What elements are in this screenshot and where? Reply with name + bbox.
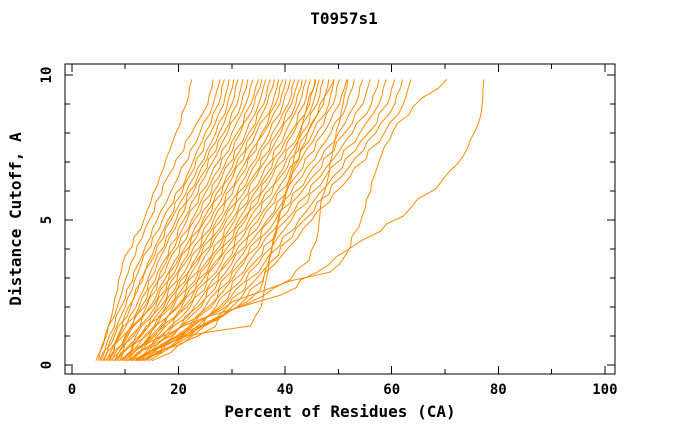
model-line [100,79,221,361]
model-line [130,79,485,357]
series-layer [95,79,485,362]
x-tick-label: 80 [490,382,507,398]
model-line [138,79,317,360]
model-line [99,79,230,361]
model-line [102,79,244,361]
x-tick-label: 0 [68,382,76,398]
model-line [98,79,214,361]
y-tick-label: 10 [39,67,55,84]
x-tick-label: 40 [277,382,294,398]
model-line [126,79,320,362]
x-tick-label: 60 [383,382,400,398]
model-line [143,79,364,362]
model-line [116,79,267,361]
model-line [127,79,300,361]
model-line [95,79,193,361]
model-line [108,79,239,361]
chart-title: T0957s1 [310,9,377,28]
x-tick-label: 20 [170,382,187,398]
model-line [123,79,312,362]
model-line [148,79,396,362]
model-line [138,79,335,362]
model-line [130,79,307,362]
model-line [109,79,271,362]
model-line [122,79,284,362]
model-line [104,79,254,362]
model-line [151,79,412,362]
model-line [140,79,447,359]
model-line [131,79,340,362]
model-line [103,79,225,361]
model-line [114,79,259,361]
y-axis-label: Distance Cutoff, A [6,132,25,306]
model-line [106,79,235,361]
model-line [113,79,280,362]
y-tick-label: 5 [39,216,55,224]
model-line [124,79,291,362]
x-tick-label: 100 [592,382,617,398]
x-axis-label: Percent of Residues (CA) [224,402,455,421]
axes-layer [64,63,616,375]
y-tick-label: 0 [39,361,55,369]
model-line [135,79,324,362]
model-line [146,79,380,362]
model-line [118,79,296,362]
tick-labels-layer: 0 20 40 60 80 100 0 5 10 [39,67,618,398]
plot-border [64,63,616,375]
model-line [134,79,355,362]
model-line [139,79,387,362]
